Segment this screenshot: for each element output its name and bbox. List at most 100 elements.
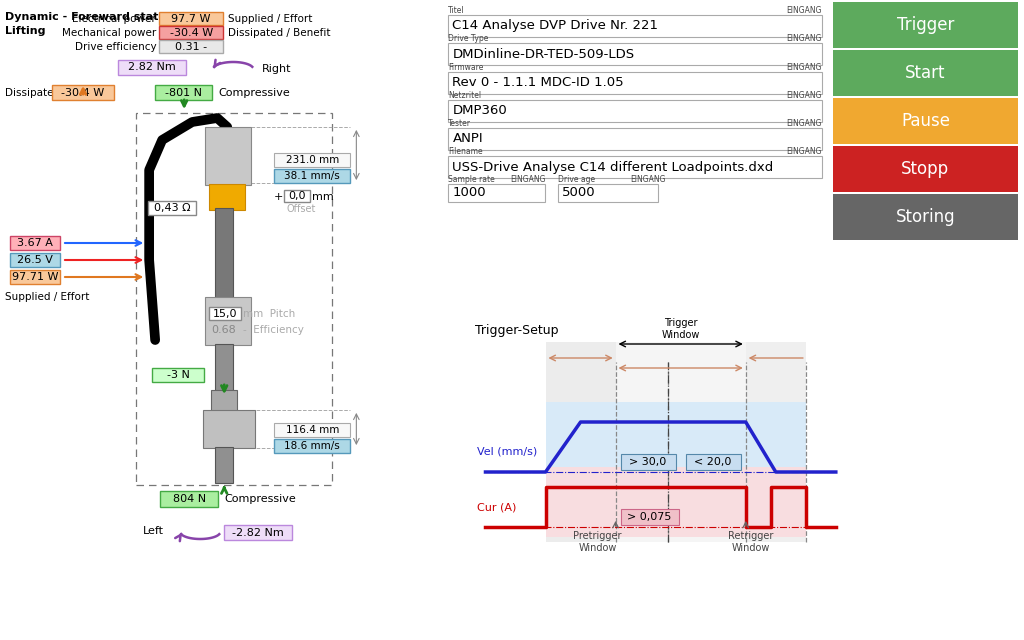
Text: > 30,0: > 30,0 [629,457,667,467]
FancyBboxPatch shape [10,270,60,284]
Bar [449,15,822,37]
Text: Vel (mm/s): Vel (mm/s) [477,447,538,457]
Bar [833,50,1018,96]
Bar [136,113,333,485]
Text: EINGANG: EINGANG [786,6,822,15]
Bar [833,98,1018,144]
Bar [833,146,1018,192]
Bar [274,153,350,167]
Text: Compressive: Compressive [224,494,296,504]
Text: EINGANG: EINGANG [630,175,666,184]
Bar [211,390,238,412]
Text: Supplied / Effort: Supplied / Effort [5,292,89,302]
Text: -3 N: -3 N [167,370,189,380]
Bar [205,297,251,345]
Text: -2.82 Nm: -2.82 Nm [232,527,284,538]
Text: Compressive: Compressive [218,88,290,98]
FancyBboxPatch shape [10,236,60,250]
FancyBboxPatch shape [148,201,197,215]
Text: 0,43 Ω: 0,43 Ω [154,203,190,213]
FancyBboxPatch shape [686,454,740,470]
FancyBboxPatch shape [159,26,223,39]
Text: +: + [274,192,287,202]
FancyBboxPatch shape [285,190,310,202]
Bar [557,184,657,202]
Text: Cur (A): Cur (A) [477,502,517,512]
Text: Lifting: Lifting [5,26,45,36]
Text: 97.7 W: 97.7 W [171,13,211,24]
Text: 0.68: 0.68 [211,325,236,335]
Bar [745,342,806,542]
Text: -  Efficiency: - Efficiency [244,325,304,335]
FancyBboxPatch shape [10,253,60,267]
FancyBboxPatch shape [156,85,212,100]
Text: Retrigger
Window: Retrigger Window [728,531,773,552]
Text: Trigger
Window: Trigger Window [662,318,699,340]
Text: Electrical power: Electrical power [73,14,156,24]
FancyBboxPatch shape [118,60,186,75]
Text: Trigger: Trigger [897,16,954,34]
Text: Storing: Storing [896,208,955,226]
FancyBboxPatch shape [209,307,242,320]
Text: Titel: Titel [449,6,465,15]
Bar [449,156,822,178]
FancyBboxPatch shape [274,439,350,453]
Text: 18.6 mm/s: 18.6 mm/s [285,441,340,451]
Text: 231.0 mm: 231.0 mm [286,155,339,165]
Text: 15,0: 15,0 [213,308,238,319]
Bar [546,402,806,482]
Text: Offset: Offset [287,204,315,214]
Text: 0.31 -: 0.31 - [175,42,207,51]
Text: Filename: Filename [449,147,483,156]
Text: 5000: 5000 [561,186,595,200]
FancyBboxPatch shape [159,40,223,53]
FancyBboxPatch shape [621,509,679,525]
Bar [449,100,822,122]
Text: 26.5 V: 26.5 V [17,255,53,265]
Text: Right: Right [262,64,292,74]
Bar [215,447,233,483]
Text: 0,0: 0,0 [289,191,306,201]
FancyBboxPatch shape [224,525,292,540]
Text: C14 Analyse DVP Drive Nr. 221: C14 Analyse DVP Drive Nr. 221 [453,19,658,33]
Bar [449,128,822,150]
Text: Pretrigger
Window: Pretrigger Window [573,531,622,552]
Bar [449,43,822,65]
Text: EINGANG: EINGANG [786,63,822,72]
Text: Tester: Tester [449,119,471,128]
Text: 116.4 mm: 116.4 mm [286,425,339,435]
Text: 2.82 Nm: 2.82 Nm [128,63,176,72]
Text: Dissipated /...: Dissipated /... [5,88,77,98]
Text: DMP360: DMP360 [453,104,507,118]
Text: Left: Left [143,526,164,536]
Bar [205,127,251,185]
Text: > 0,075: > 0,075 [628,512,672,522]
FancyBboxPatch shape [274,169,350,183]
Text: Start: Start [905,64,945,82]
Text: EINGANG: EINGANG [786,34,822,43]
Text: mm: mm [312,192,334,202]
Text: DMDinline-DR-TED-509-LDS: DMDinline-DR-TED-509-LDS [453,47,635,61]
Text: -30.4 W: -30.4 W [170,28,213,38]
Bar [449,72,822,94]
FancyBboxPatch shape [153,368,204,382]
Text: Drive Type: Drive Type [449,34,488,43]
Text: < 20,0: < 20,0 [694,457,731,467]
Text: EINGANG: EINGANG [786,147,822,156]
Text: mm  Pitch: mm Pitch [244,309,296,319]
Bar [209,184,245,210]
Text: Dissipated / Benefit: Dissipated / Benefit [228,28,331,38]
Text: Stopp: Stopp [901,160,949,178]
Bar [449,184,545,202]
Bar [615,342,745,542]
Text: Firmware: Firmware [449,63,483,72]
FancyBboxPatch shape [159,12,223,25]
Text: Mechanical power: Mechanical power [61,28,156,38]
Text: 97.71 W: 97.71 W [12,272,58,282]
Text: Pause: Pause [901,112,950,130]
FancyBboxPatch shape [621,454,676,470]
Text: USS-Drive Analyse C14 different Loadpoints.dxd: USS-Drive Analyse C14 different Loadpoin… [453,161,774,173]
Text: Supplied / Effort: Supplied / Effort [228,14,312,24]
Text: Netzritel: Netzritel [449,91,481,100]
Bar [274,423,350,437]
